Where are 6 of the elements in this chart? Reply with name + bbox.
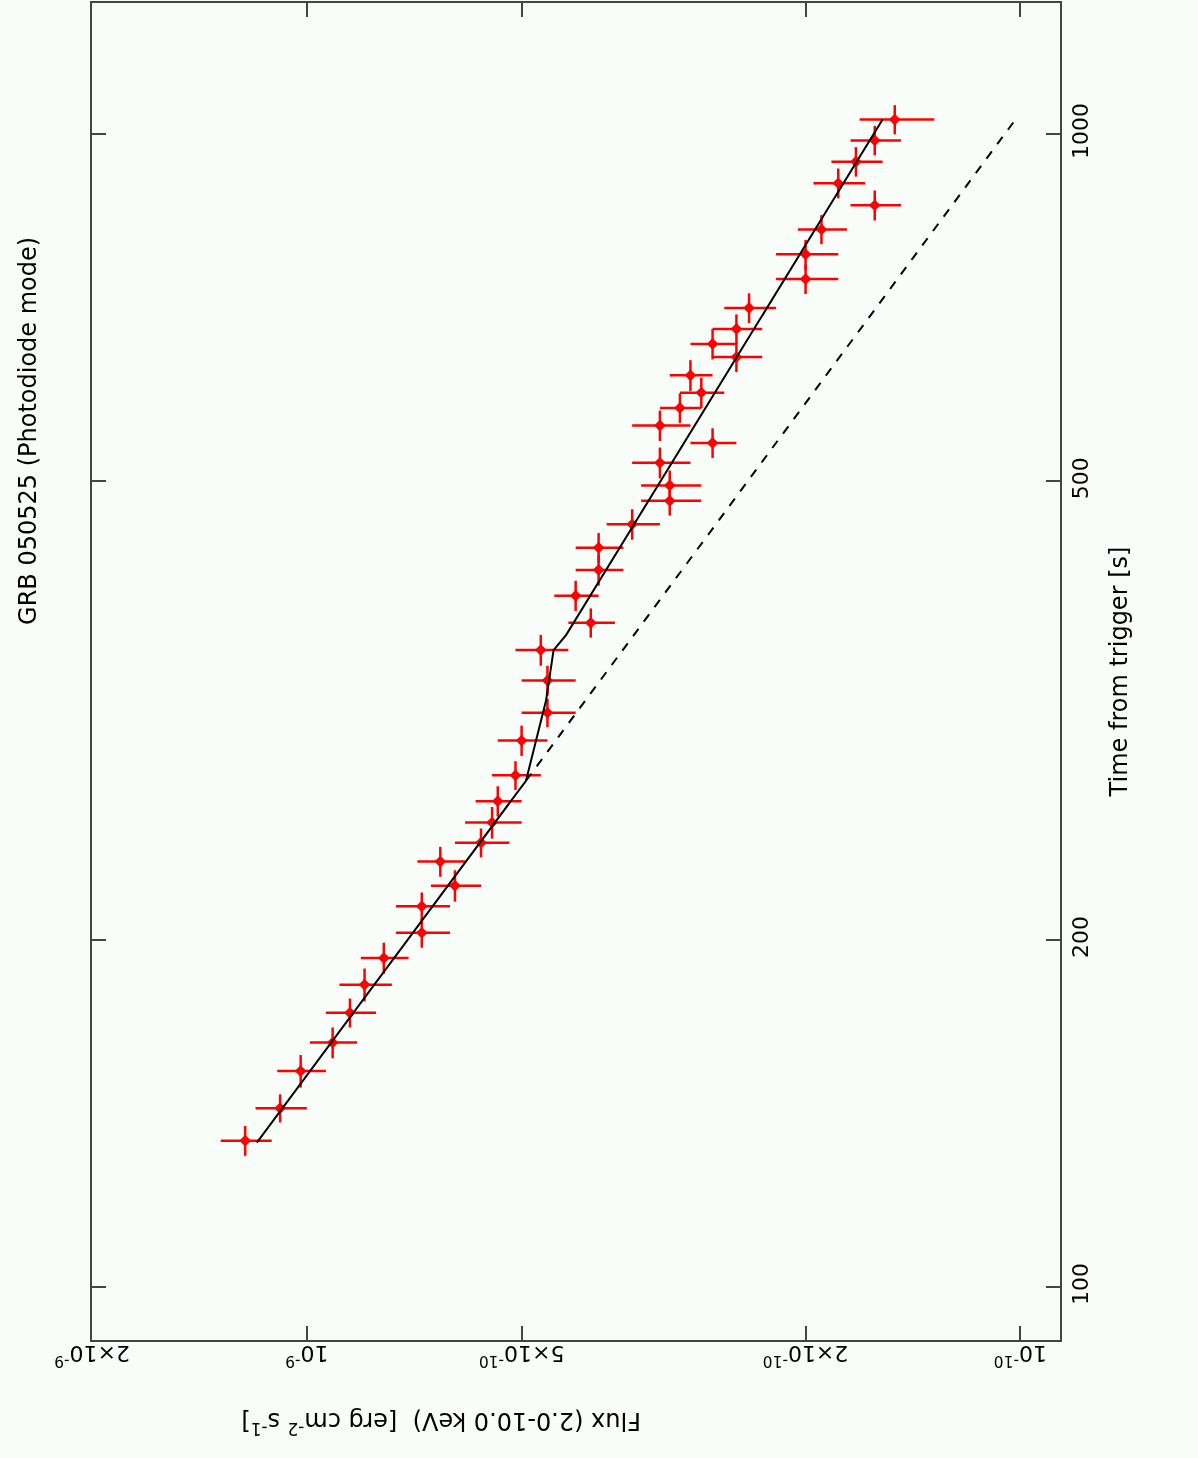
y-tick-label: 500 [1068, 457, 1094, 500]
y-tick-label: 100 [1068, 1262, 1094, 1305]
y-axis-title: Time from trigger [s] [1105, 546, 1134, 798]
y-tick-label: 200 [1068, 915, 1094, 958]
text: GRB 050525 (Photodiode mode) [14, 236, 43, 625]
y-tick-label: 1000 [1068, 103, 1094, 160]
